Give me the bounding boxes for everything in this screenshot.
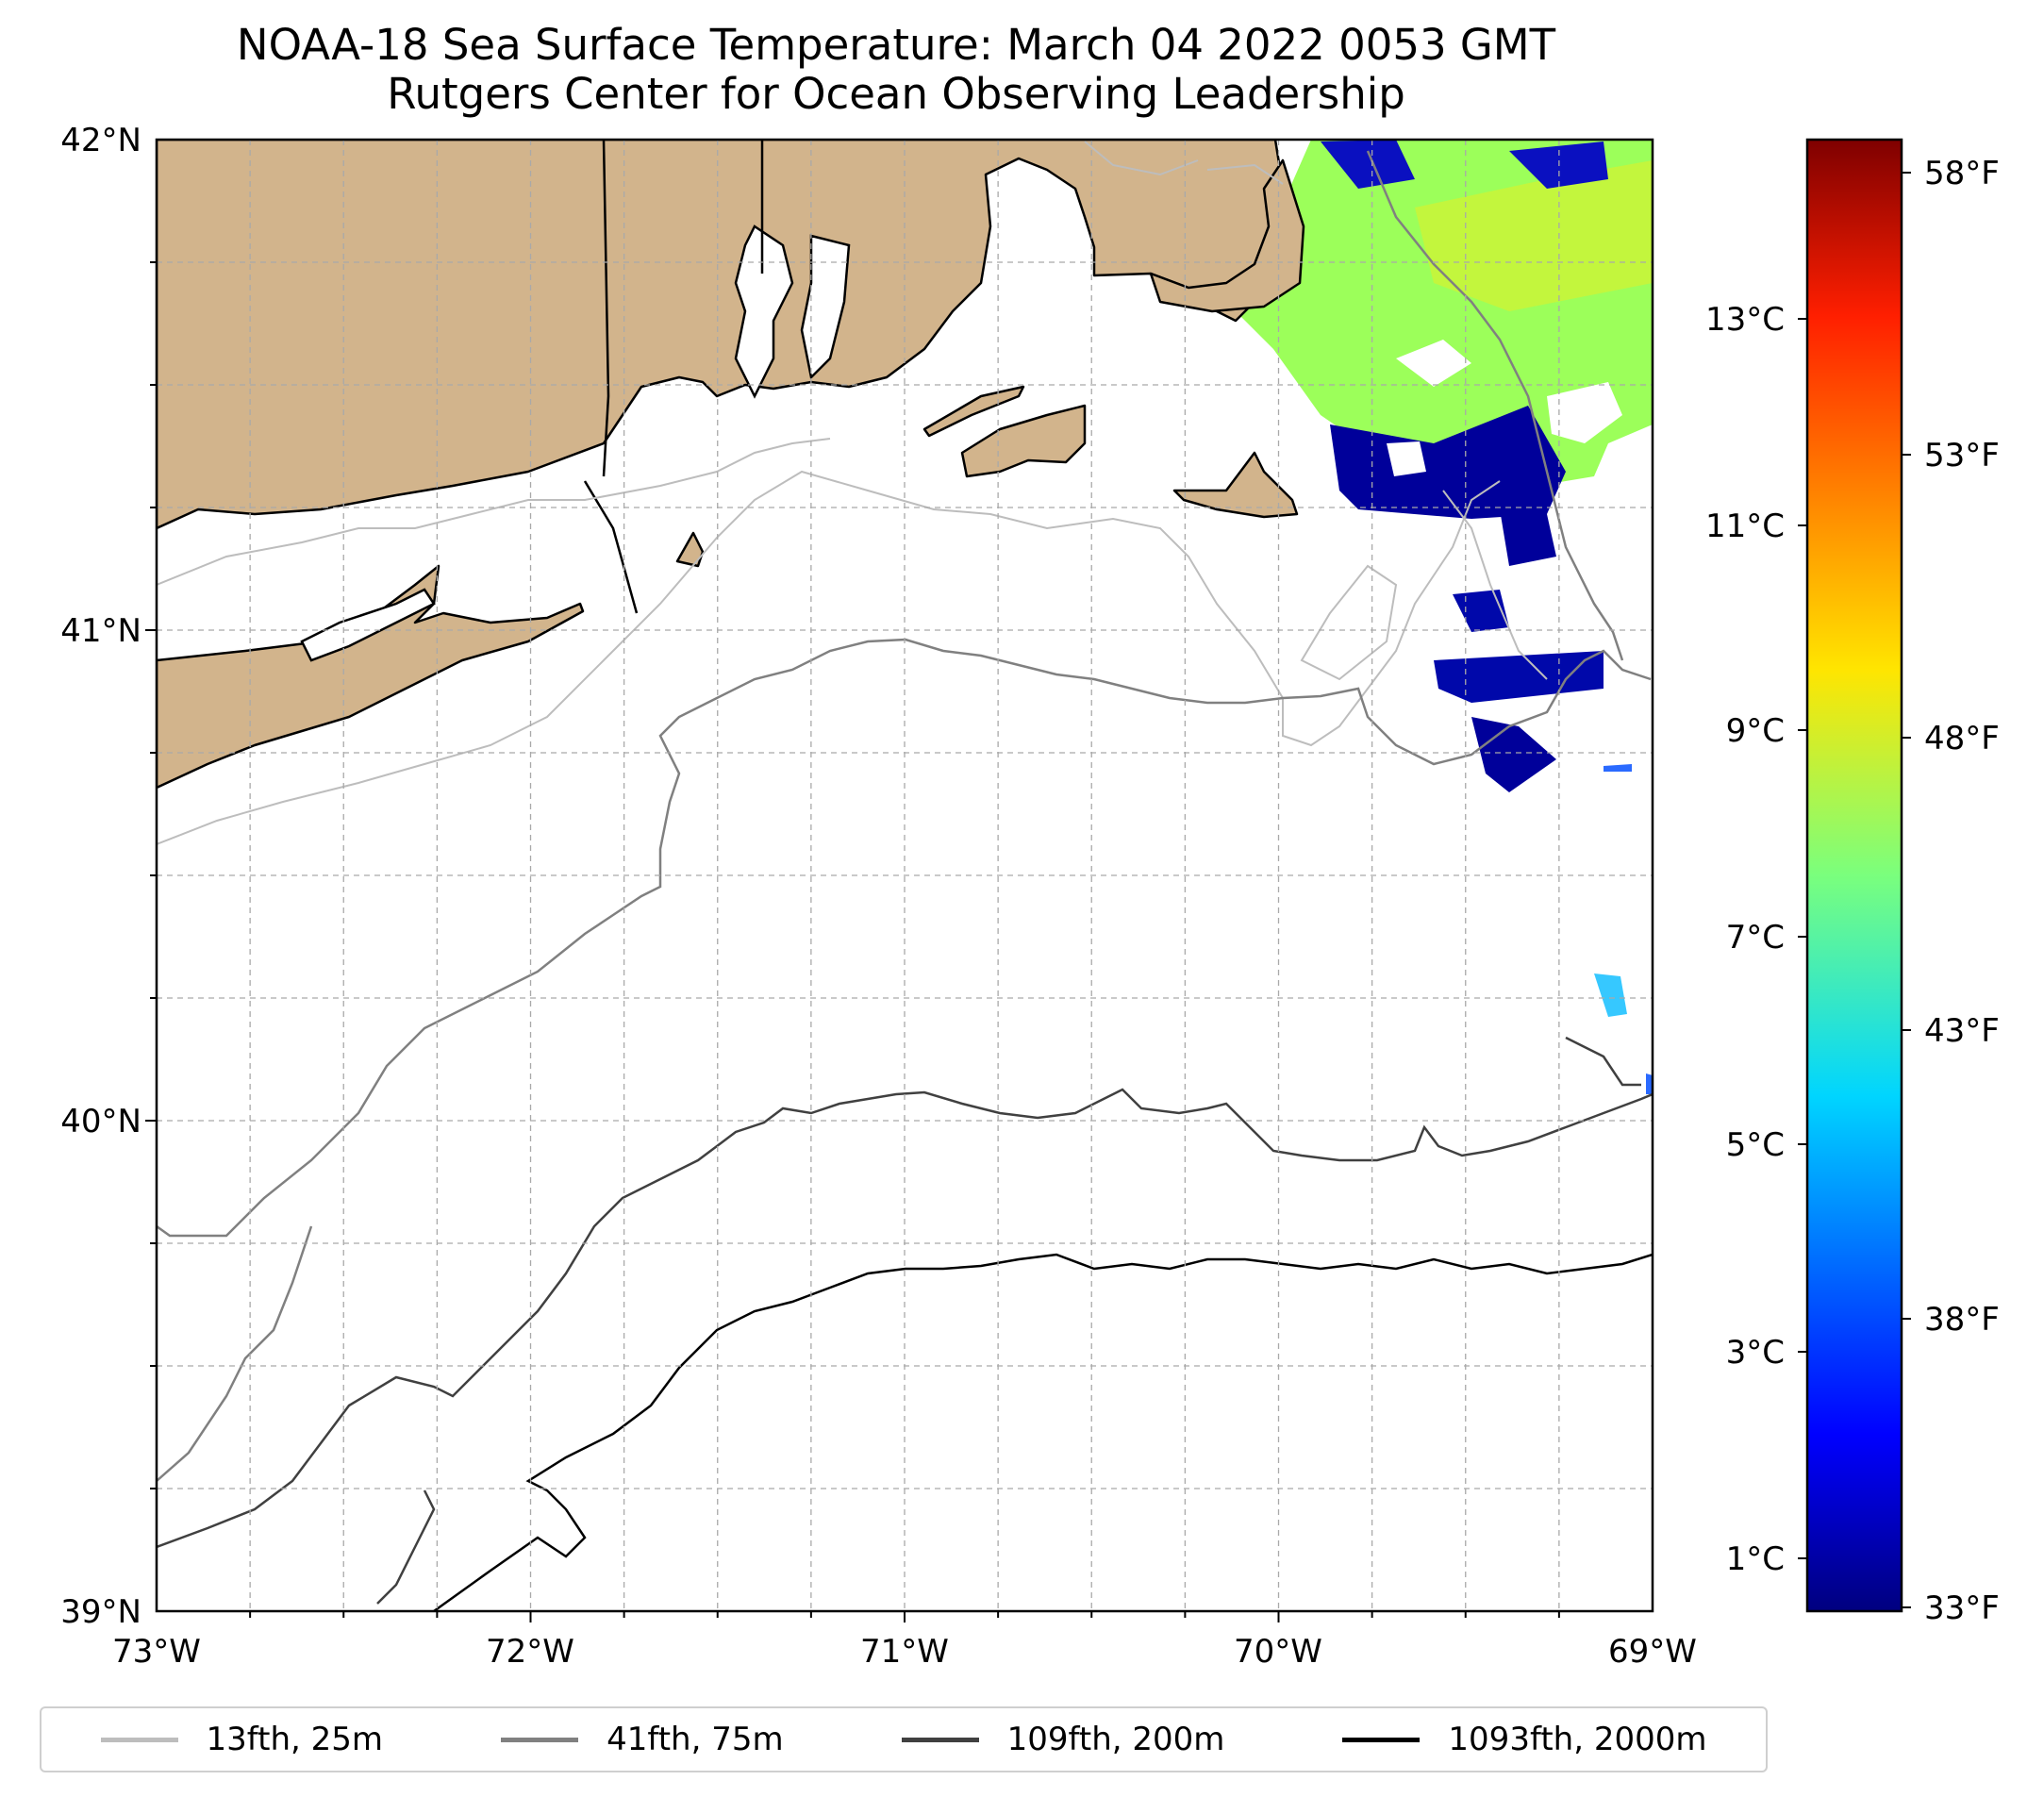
lat-tick-label: 39°N — [60, 1593, 141, 1631]
lon-axis: 73°W 72°W 71°W 70°W 69°W — [112, 1633, 1697, 1671]
colorbar-fahrenheit-labels: 33°F 38°F 43°F 48°F 53°F 58°F — [1924, 155, 2000, 1627]
land-layer — [157, 140, 1305, 790]
legend-label: 109fth, 200m — [1006, 1721, 1225, 1758]
contour-2000m — [433, 1253, 1653, 1611]
celsius-label: 3°C — [1726, 1334, 1785, 1372]
celsius-label: 9°C — [1726, 712, 1785, 750]
map-gridlines — [157, 140, 1653, 1611]
celsius-label: 5°C — [1726, 1126, 1785, 1164]
narragansett-bay — [734, 225, 794, 399]
fahrenheit-label: 53°F — [1924, 437, 2000, 474]
contour-25m — [157, 141, 1548, 845]
map-subtitle: Rutgers Center for Ocean Observing Leade… — [387, 69, 1405, 119]
map-title: NOAA-18 Sea Surface Temperature: March 0… — [236, 20, 1556, 70]
lat-tick-label: 40°N — [60, 1103, 141, 1140]
fahrenheit-label: 58°F — [1924, 155, 2000, 192]
legend-swatch — [901, 1737, 979, 1742]
contour-legend: 13fth, 25m 41fth, 75m 109fth, 200m 1093f… — [40, 1706, 1768, 1772]
long-island — [157, 564, 585, 790]
fahrenheit-label: 38°F — [1924, 1301, 2000, 1339]
sst-data-layer — [1170, 140, 1653, 1094]
state-boundaries — [583, 140, 764, 614]
celsius-label: 11°C — [1705, 507, 1785, 545]
celsius-label: 1°C — [1726, 1540, 1785, 1578]
lon-tick-label: 69°W — [1608, 1633, 1697, 1671]
nantucket-island — [1172, 451, 1299, 519]
fahrenheit-label: 33°F — [1924, 1589, 2000, 1627]
mainland-new-england — [157, 140, 1304, 530]
lat-tick-label: 41°N — [60, 612, 141, 650]
lat-axis: 39°N 40°N 41°N 42°N — [60, 122, 141, 1631]
legend-item-200m: 109fth, 200m — [901, 1721, 1225, 1758]
legend-label: 1093fth, 2000m — [1448, 1721, 1707, 1758]
celsius-label: 13°C — [1705, 301, 1785, 339]
legend-swatch — [100, 1737, 178, 1742]
legend-swatch — [501, 1737, 579, 1742]
lon-tick-label: 70°W — [1234, 1633, 1322, 1671]
contour-200m — [157, 1036, 1653, 1605]
legend-label: 13fth, 25m — [206, 1721, 384, 1758]
fahrenheit-label: 43°F — [1924, 1012, 2000, 1050]
contour-75m — [157, 150, 1652, 1482]
cape-cod — [1149, 158, 1305, 313]
celsius-label: 7°C — [1726, 919, 1785, 957]
colorbar-fahrenheit-ticks — [1902, 172, 1911, 1608]
block-island — [675, 531, 705, 568]
lon-tick-label: 71°W — [860, 1633, 949, 1671]
lon-tick-label: 72°W — [486, 1633, 574, 1671]
map-axis-ticks — [145, 261, 1560, 1622]
legend-swatch — [1342, 1737, 1421, 1742]
colorbar-celsius-ticks — [1798, 318, 1807, 1559]
colorbar-celsius-labels: 1°C 3°C 5°C 7°C 9°C 11°C 13°C — [1705, 301, 1785, 1578]
colorbar — [1805, 138, 1903, 1613]
fahrenheit-label: 48°F — [1924, 720, 2000, 757]
lon-tick-label: 73°W — [112, 1633, 201, 1671]
map-title-block: NOAA-18 Sea Surface Temperature: March 0… — [0, 21, 1792, 119]
legend-item-75m: 41fth, 75m — [501, 1721, 784, 1758]
lat-tick-label: 42°N — [60, 122, 141, 159]
legend-item-25m: 13fth, 25m — [100, 1721, 384, 1758]
legend-item-2000m: 1093fth, 2000m — [1342, 1721, 1706, 1758]
marthas-vineyard-island — [960, 404, 1087, 478]
legend-label: 41fth, 75m — [607, 1721, 784, 1758]
